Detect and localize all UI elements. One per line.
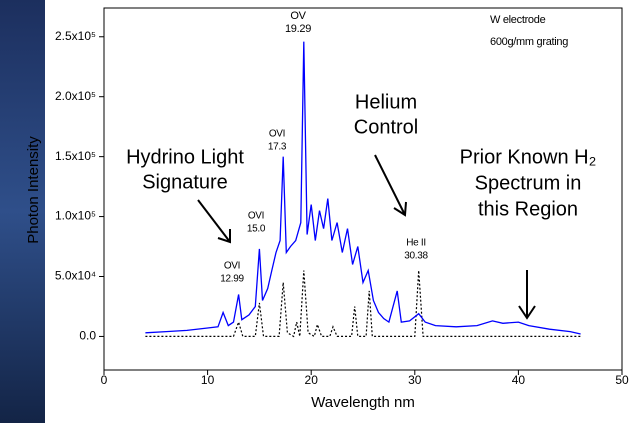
x-tick-label: 30 [408,373,422,387]
x-tick-label: 0 [101,373,108,387]
y-axis-label: Photon Intensity [25,136,42,244]
annotation: this Region [478,198,578,220]
annotation: OVI [224,261,240,272]
x-axis-label: Wavelength nm [311,394,415,411]
annotation: 30.38 [404,251,428,262]
annotation: 19.29 [285,23,311,35]
annotation: Signature [142,171,228,193]
x-tick-label: 20 [305,373,319,387]
y-tick-label: 5.0x10⁴ [55,269,96,283]
x-tick-label: 50 [615,373,629,387]
x-tick-label: 40 [512,373,526,387]
arrow [197,199,231,243]
annotation: Helium [355,91,417,113]
annotation: W electrode [490,14,546,26]
annotation: Prior Known H₂ [460,146,597,168]
annotation: 17.3 [268,142,287,153]
plot-frame [103,7,623,371]
y-tick-label: 2.0x10⁵ [55,89,96,103]
y-tick-label: 2.5x10⁵ [55,29,96,43]
arrow-head [217,229,231,244]
arrow [374,154,406,216]
annotation: OVI [248,211,264,222]
annotation: OVI [269,129,285,140]
spectrum-line [145,270,581,338]
arrow-head [518,305,536,320]
annotation: 12.99 [220,274,244,285]
background-strip [0,0,45,423]
annotation: 15.0 [247,224,266,235]
x-tick-label: 10 [201,373,215,387]
annotation: Hydrino Light [126,146,244,168]
annotation: Spectrum in [475,172,582,194]
annotation: He II [406,238,426,249]
annotation: OV [290,10,306,22]
y-tick-label: 1.5x10⁵ [55,149,96,163]
y-tick-label: 1.0x10⁵ [55,209,96,223]
annotation: 600g/mm grating [490,36,568,48]
arrows [197,154,536,320]
arrow-head [393,201,407,217]
annotation: Control [354,116,418,138]
y-tick-label: 0.0 [79,329,96,343]
spectrum-line [145,41,581,335]
